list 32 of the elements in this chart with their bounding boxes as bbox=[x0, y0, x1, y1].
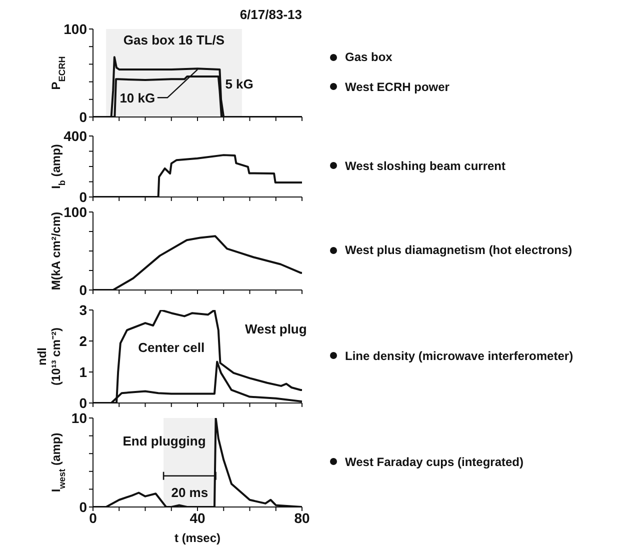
y-tick-label: 0 bbox=[79, 108, 88, 125]
series-label: 10 kG bbox=[120, 90, 156, 106]
band-label: Gas box 16 TL/S bbox=[123, 32, 225, 48]
y-tick-label: 100 bbox=[64, 204, 88, 220]
y-tick-label: 1 bbox=[79, 364, 88, 380]
annotation: End plugging bbox=[122, 433, 206, 448]
y-tick-label: 3 bbox=[79, 302, 88, 318]
legend-label: 5 kG bbox=[225, 76, 254, 92]
series-label: Center cell bbox=[138, 340, 205, 356]
text: West ECRH power bbox=[345, 80, 450, 94]
text: West plus diamagnetism (hot electrons) bbox=[345, 243, 572, 257]
chart-title: 6/17/83-13 bbox=[238, 7, 302, 22]
y-axis-title: M(kA cm²/cm) bbox=[49, 212, 63, 290]
y-tick-label: 2 bbox=[79, 332, 88, 349]
text: West sloshing beam current bbox=[345, 158, 506, 172]
text: West plug bbox=[244, 322, 307, 337]
x-axis-title: t (msec) bbox=[173, 531, 222, 545]
y-tick-label: 400 bbox=[64, 128, 88, 144]
x-tick-label: 80 bbox=[294, 510, 310, 526]
y-tick-label: 0 bbox=[79, 282, 88, 298]
y-tick-label: 0 bbox=[79, 188, 88, 205]
text: Gas box bbox=[345, 50, 392, 64]
y-tick-label: 0 bbox=[79, 394, 88, 411]
text: West Faraday cups (integrated) bbox=[345, 454, 524, 468]
text: Line density (microwave interferometer) bbox=[345, 348, 574, 362]
y-tick-label: 0 bbox=[79, 498, 88, 515]
x-tick-label: 40 bbox=[190, 510, 206, 526]
y-axis-title: ndl (10¹³ cm⁻²) bbox=[35, 327, 63, 386]
band-label: 20 ms bbox=[171, 484, 208, 500]
x-tick-label: 0 bbox=[89, 510, 98, 526]
y-tick-label: 100 bbox=[64, 20, 88, 37]
y-tick-label: 10 bbox=[71, 410, 88, 426]
